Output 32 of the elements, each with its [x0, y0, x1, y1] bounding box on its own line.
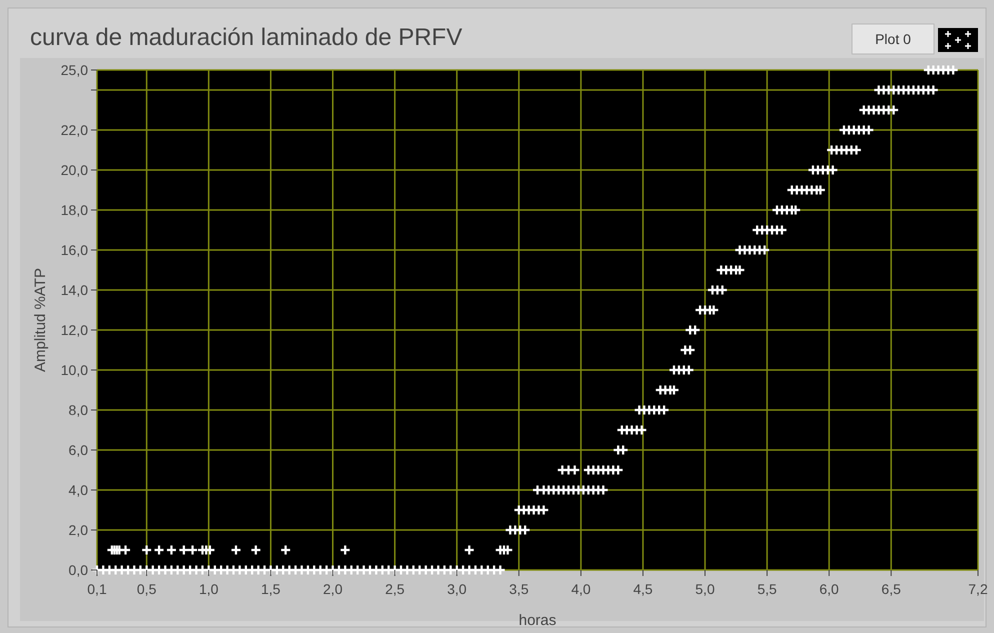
y-tick-label: 25,0 — [60, 62, 88, 78]
x-tick-label: 5,5 — [757, 581, 777, 597]
y-tick-label: 4,0 — [68, 482, 88, 498]
y-tick-label: 8,0 — [68, 402, 88, 418]
y-tick-label: 22,0 — [60, 122, 88, 138]
chart-title: curva de maduración laminado de PRFV — [30, 24, 462, 51]
y-tick-label: 2,0 — [68, 522, 88, 538]
y-tick-label: 14,0 — [60, 282, 88, 298]
x-tick-label: 4,0 — [571, 581, 591, 597]
x-tick-label: 3,0 — [447, 581, 467, 597]
x-tick-label: 1,5 — [260, 581, 281, 597]
x-tick-label: 2,0 — [323, 581, 343, 597]
x-tick-label: 7,2 — [968, 581, 988, 597]
x-tick-label: 3,5 — [509, 581, 529, 597]
y-axis-title: Amplitud %ATP — [32, 268, 49, 372]
y-tick-label: 0,0 — [68, 562, 88, 578]
y-tick-label: 6,0 — [68, 442, 88, 458]
x-tick-label: 0,5 — [136, 581, 157, 597]
x-tick-label: 2,5 — [385, 581, 405, 597]
x-tick-label: 4,5 — [633, 581, 653, 597]
y-tick-label: 10,0 — [60, 362, 88, 378]
x-tick-label: 6,5 — [881, 581, 902, 597]
x-axis-title: horas — [518, 612, 556, 629]
x-tick-label: 0,1 — [87, 581, 107, 597]
y-tick-label: 12,0 — [60, 322, 88, 338]
x-tick-label: 1,0 — [198, 581, 219, 597]
y-tick-label: 16,0 — [60, 242, 88, 258]
y-tick-label: 18,0 — [60, 202, 88, 218]
series-label: Plot 0 — [875, 31, 912, 47]
x-tick-label: 6,0 — [819, 581, 840, 597]
x-tick-label: 5,0 — [695, 581, 715, 597]
y-tick-label: 20,0 — [60, 162, 88, 178]
